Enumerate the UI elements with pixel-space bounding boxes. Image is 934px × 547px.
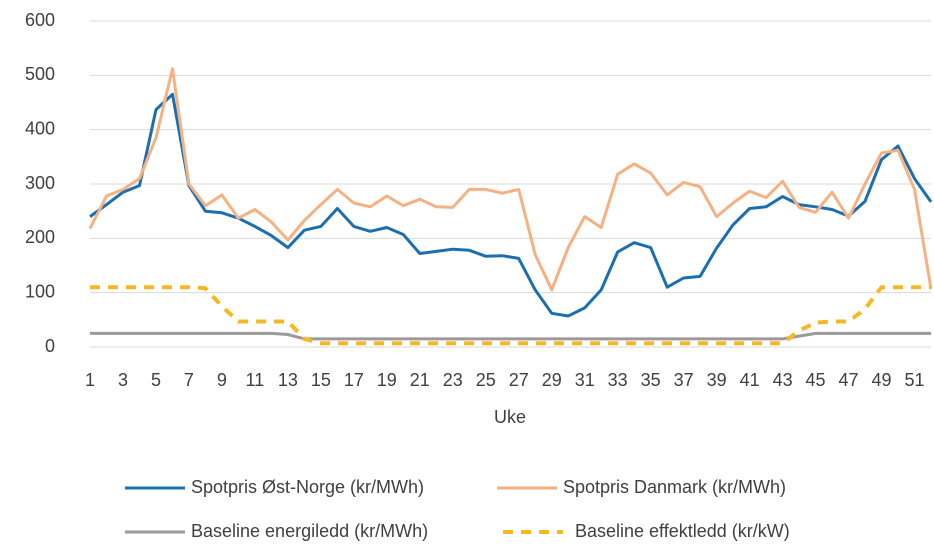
legend-label: Spotpris Øst-Norge (kr/MWh) — [191, 477, 424, 497]
x-tick-label: 29 — [542, 370, 562, 390]
x-tick-label: 27 — [509, 370, 529, 390]
x-tick-label: 25 — [476, 370, 496, 390]
x-tick-label: 41 — [740, 370, 760, 390]
x-tick-label: 51 — [904, 370, 924, 390]
series-line — [90, 331, 931, 341]
x-tick-label: 45 — [806, 370, 826, 390]
x-tick-label: 9 — [217, 370, 227, 390]
legend-label: Spotpris Danmark (kr/MWh) — [563, 477, 786, 497]
x-tick-label: 35 — [641, 370, 661, 390]
x-tick-label: 31 — [575, 370, 595, 390]
x-axis-label: Uke — [494, 407, 526, 427]
y-tick-label: 100 — [25, 281, 55, 301]
y-tick-label: 300 — [25, 173, 55, 193]
y-tick-label: 600 — [25, 10, 55, 30]
x-tick-label: 21 — [410, 370, 430, 390]
x-tick-label: 13 — [278, 370, 298, 390]
x-tick-label: 43 — [773, 370, 793, 390]
x-tick-label: 19 — [377, 370, 397, 390]
x-tick-label: 39 — [707, 370, 727, 390]
series-line — [90, 285, 931, 346]
x-tick-label: 11 — [246, 370, 265, 390]
series-line — [88, 67, 933, 292]
x-tick-label: 47 — [839, 370, 859, 390]
series-line — [89, 92, 933, 318]
x-tick-label: 1 — [85, 370, 95, 390]
x-tick-label: 17 — [344, 370, 364, 390]
x-tick-label: 33 — [608, 370, 628, 390]
y-tick-label: 0 — [45, 336, 55, 356]
x-tick-label: 5 — [151, 370, 161, 390]
x-tick-label: 23 — [443, 370, 463, 390]
x-tick-label: 37 — [674, 370, 694, 390]
legend-label: Baseline energiledd (kr/MWh) — [191, 521, 428, 541]
y-tick-label: 200 — [25, 227, 55, 247]
x-tick-label: 3 — [118, 370, 128, 390]
y-tick-label: 500 — [25, 64, 55, 84]
x-tick-label: 49 — [872, 370, 892, 390]
y-tick-label: 400 — [25, 118, 55, 138]
x-tick-label: 7 — [184, 370, 194, 390]
legend-label: Baseline effektledd (kr/kW) — [575, 521, 790, 541]
x-tick-label: 15 — [311, 370, 331, 390]
